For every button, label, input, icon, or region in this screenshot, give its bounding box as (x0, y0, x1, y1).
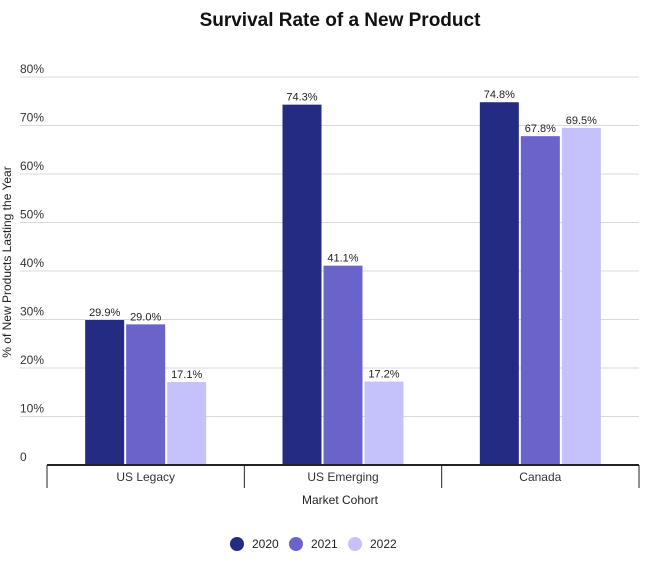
legend-label: 2021 (311, 537, 338, 551)
legend-item-2021[interactable]: 2021 (289, 537, 338, 551)
bar-2021-canada (520, 136, 560, 466)
bar-2020-us-legacy (85, 319, 125, 465)
y-tick-label: 30% (20, 305, 44, 319)
legend-label: 2020 (252, 537, 279, 551)
bar-2020-us-emerging (282, 104, 322, 466)
legend: 2020 2021 2022 (230, 537, 397, 551)
y-tick-label: 50% (20, 208, 44, 222)
y-tick-label: 60% (20, 159, 44, 173)
bar-2020-canada (479, 102, 519, 465)
y-tick-label: 20% (20, 353, 44, 367)
y-tick-label: 70% (20, 111, 44, 125)
y-tick-label: 40% (20, 256, 44, 270)
y-tick-label: 10% (20, 402, 44, 416)
bars (85, 102, 601, 466)
bar-data-label: 29.0% (130, 311, 161, 323)
bar-2022-us-emerging (364, 381, 404, 465)
bar-data-label: 67.8% (525, 123, 556, 135)
bar-data-label: 29.9% (89, 307, 120, 319)
bar-data-label: 41.1% (327, 253, 358, 265)
x-tick-label: US Legacy (116, 470, 175, 484)
legend-swatch (230, 537, 244, 551)
x-axis-title: Market Cohort (302, 493, 379, 507)
legend-label: 2022 (370, 537, 397, 551)
y-tick-label: 80% (20, 62, 44, 76)
legend-item-2022[interactable]: 2022 (348, 537, 397, 551)
bar-data-label: 69.5% (566, 115, 597, 127)
bar-data-label: 17.2% (368, 369, 399, 381)
bar-2022-canada (561, 127, 601, 466)
bar-2021-us-emerging (323, 265, 363, 465)
x-axis: US Legacy US Emerging Canada (46, 464, 640, 488)
chart-title: Survival Rate of a New Product (200, 10, 482, 31)
bar-data-label: 17.1% (171, 369, 202, 381)
legend-swatch (289, 537, 303, 551)
bar-data-label: 74.8% (484, 89, 515, 101)
y-tick-label: 0 (20, 450, 27, 464)
bar-2022-us-legacy (167, 382, 207, 465)
bar-2021-us-legacy (126, 324, 166, 465)
x-tick-label: US Emerging (307, 470, 378, 484)
legend-item-2020[interactable]: 2020 (230, 537, 279, 551)
bar-data-labels: 29.9% 29.0% 17.1% 74.3% 41.1% 17.2% 74.8% 67.8%… (89, 89, 597, 381)
legend-swatch (348, 537, 362, 551)
y-axis-title: % of New Products Lasting the Year (0, 166, 14, 357)
x-tick-label: Canada (519, 470, 561, 484)
bar-data-label: 74.3% (286, 92, 317, 104)
y-axis-ticks: 0 10% 20% 30% 40% 50% 60% 70% 80% (20, 62, 44, 464)
